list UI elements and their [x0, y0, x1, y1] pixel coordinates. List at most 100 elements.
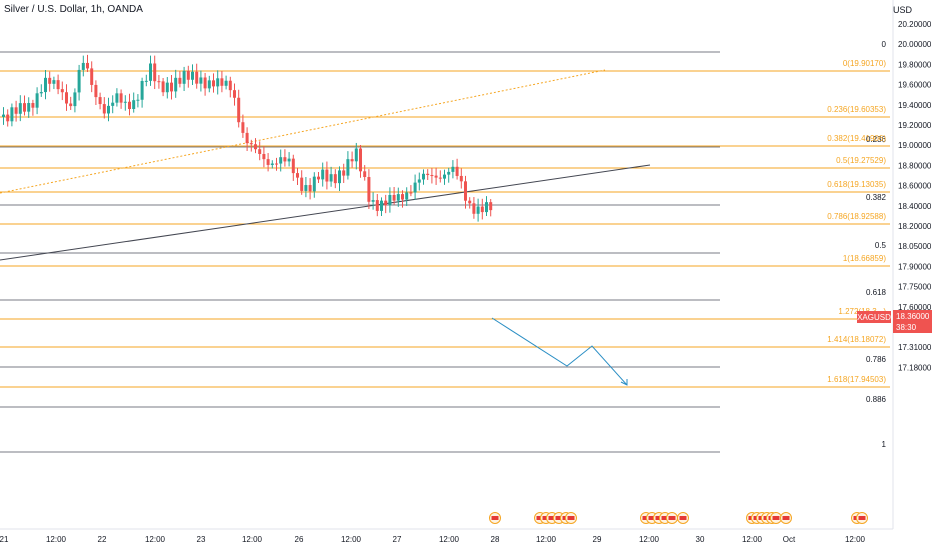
candle-body — [388, 194, 392, 206]
candle-body — [434, 175, 438, 178]
candle-body — [31, 103, 35, 108]
fib-extension-label: 0.236(19.60353) — [827, 105, 886, 114]
y-tick-label: 17.60000 — [898, 303, 932, 312]
y-tick-label: 20.20000 — [898, 20, 932, 29]
x-tick-label: 12:00 — [242, 535, 263, 544]
candle-body — [149, 63, 152, 81]
candle-body — [430, 175, 434, 177]
candle-body — [224, 80, 228, 86]
x-tick-label: 12:00 — [845, 535, 866, 544]
candle-body — [346, 159, 350, 176]
candle-body — [459, 175, 463, 182]
candle-body — [10, 107, 14, 122]
candle-body — [363, 171, 367, 178]
candle-body — [371, 200, 375, 202]
candle-body — [216, 78, 220, 87]
candle-body — [312, 176, 316, 192]
candle-body — [329, 174, 333, 182]
y-tick-label: 17.31000 — [898, 343, 932, 352]
fib-extension-label: 0.382(19.41906) — [827, 134, 886, 143]
candle-body — [199, 77, 203, 84]
candle-body — [102, 104, 106, 114]
candle-body — [73, 92, 77, 107]
candle-body — [342, 170, 346, 176]
x-tick-label: 27 — [393, 535, 402, 544]
candle-body — [153, 63, 157, 82]
candle-body — [480, 206, 484, 213]
us-flag-stripes — [661, 516, 669, 520]
x-tick-label: 28 — [491, 535, 500, 544]
candle-body — [111, 102, 115, 106]
fib-retracement-label: 0.5 — [875, 241, 887, 250]
x-tick-label: 12:00 — [639, 535, 660, 544]
candle-body — [123, 101, 127, 103]
candle-body — [195, 71, 199, 84]
candle-body — [401, 194, 404, 200]
candle-body — [233, 90, 236, 98]
candle-body — [207, 80, 211, 89]
y-tick-label: 18.80000 — [898, 161, 932, 170]
candle-body — [132, 100, 136, 109]
x-tick-label: 12:00 — [145, 535, 166, 544]
y-tick-label: 19.00000 — [898, 141, 932, 150]
y-axis-unit: USD — [892, 5, 912, 15]
fib-extension-label: 1.414(18.18072) — [827, 335, 886, 344]
projection-path — [491, 317, 628, 386]
candle-body — [165, 82, 169, 93]
candle-body — [455, 166, 459, 176]
candle-body — [409, 192, 413, 194]
bar-countdown: 38:30 — [896, 323, 917, 332]
y-tick-label: 19.40000 — [898, 101, 932, 110]
candle-body — [178, 77, 182, 84]
candle-body — [2, 114, 5, 117]
candle-body — [241, 122, 245, 133]
candle-body — [279, 157, 283, 164]
candle-body — [296, 173, 299, 178]
chart-title: Silver / U.S. Dollar, 1h, OANDA — [4, 4, 143, 15]
y-tick-label: 18.40000 — [898, 202, 932, 211]
projection-arrowhead — [620, 379, 628, 386]
symbol-label-box — [857, 311, 891, 323]
candle-body — [262, 153, 266, 160]
y-tick-label: 17.75000 — [898, 283, 932, 292]
us-flag-stripes — [491, 516, 499, 520]
candle-body — [438, 177, 442, 179]
x-tick-label: 12:00 — [742, 535, 763, 544]
us-flag-stripes — [548, 516, 556, 520]
candle-body — [367, 177, 371, 202]
candle-body — [18, 103, 22, 114]
candle-body — [392, 194, 396, 201]
us-flag-stripes — [858, 516, 866, 520]
x-tick-label: 22 — [98, 535, 107, 544]
fib-retracement-label: 0.236 — [866, 135, 887, 144]
fib-extension-label: 1(18.66859) — [843, 254, 886, 263]
x-tick-label: 26 — [295, 535, 304, 544]
x-tick-label: 12:00 — [439, 535, 460, 544]
candle-body — [485, 202, 488, 213]
candle-body — [14, 107, 18, 114]
y-tick-label: 19.20000 — [898, 121, 932, 130]
y-tick-label: 17.90000 — [898, 262, 932, 271]
candle-body — [451, 166, 455, 172]
fib-retracement-label: 0.786 — [866, 355, 887, 364]
fib-extension-label: 0.786(18.92588) — [827, 212, 886, 221]
x-tick-label: 12:00 — [341, 535, 362, 544]
candle-body — [413, 182, 417, 193]
us-flag-stripes — [567, 516, 575, 520]
candle-body — [300, 177, 304, 191]
candle-body — [98, 97, 102, 105]
y-tick-label: 19.80000 — [898, 60, 932, 69]
candle-body — [384, 200, 388, 206]
candle-body — [237, 97, 241, 123]
candle-body — [249, 143, 253, 145]
fib-extension-label: 0.5(19.27529) — [836, 156, 886, 165]
candles-group — [2, 54, 493, 222]
candle-body — [52, 80, 56, 84]
x-tick-label: 23 — [197, 535, 206, 544]
candle-body — [308, 185, 312, 192]
candle-body — [228, 80, 232, 91]
us-flag-stripes — [668, 516, 676, 520]
candle-body — [27, 103, 31, 112]
candle-body — [417, 179, 421, 183]
